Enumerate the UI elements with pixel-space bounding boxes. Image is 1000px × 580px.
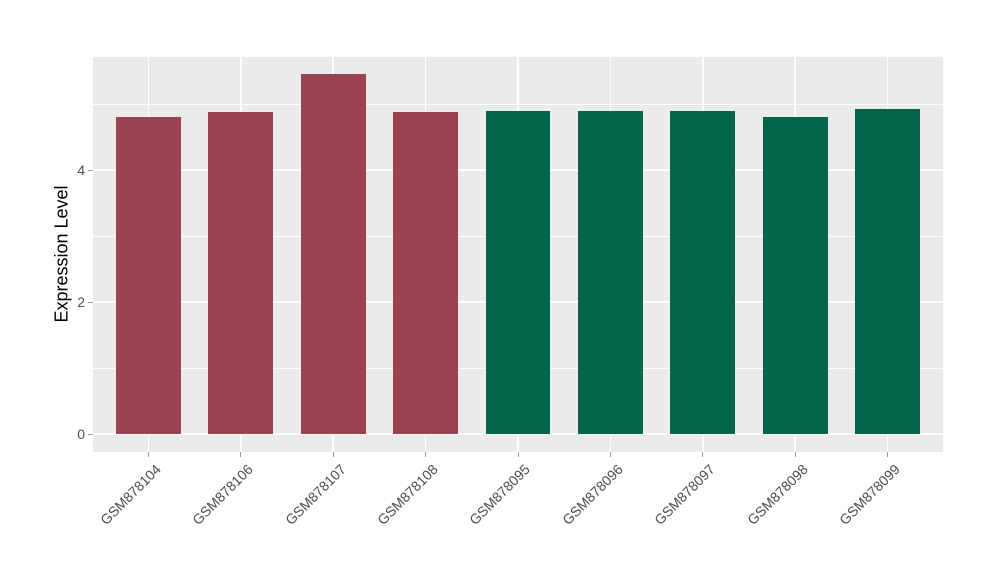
bars-layer: [93, 57, 943, 452]
bar: [393, 111, 458, 434]
y-tick-label: 0: [77, 426, 85, 442]
bar: [762, 116, 828, 434]
x-tick-mark: [887, 452, 889, 457]
x-tick-label: GSM878099: [835, 461, 903, 528]
y-tick-mark: [88, 433, 93, 435]
bar: [485, 111, 551, 434]
bar: [670, 111, 736, 434]
x-tick-mark: [702, 452, 704, 457]
x-tick-mark: [425, 452, 427, 457]
x-tick-mark: [794, 452, 796, 457]
x-tick-label: GSM878104: [96, 461, 164, 528]
bar: [578, 111, 643, 434]
x-tick-label: GSM878098: [743, 461, 811, 528]
x-tick-mark: [517, 452, 519, 457]
y-tick-mark: [88, 301, 93, 303]
x-tick-label: GSM878097: [651, 461, 719, 528]
x-tick-mark: [240, 452, 242, 457]
x-tick-label: GSM878096: [558, 461, 626, 528]
x-tick-label: GSM878106: [189, 461, 257, 528]
x-tick-mark: [147, 452, 149, 457]
plot-panel: [93, 57, 943, 452]
bar: [116, 116, 181, 434]
bar: [208, 111, 274, 434]
x-tick-mark: [332, 452, 334, 457]
bar: [300, 74, 366, 434]
bar: [855, 109, 920, 434]
x-tick-label: GSM878107: [281, 461, 349, 528]
y-tick-label: 2: [77, 294, 85, 310]
x-tick-label: GSM878108: [374, 461, 441, 528]
y-tick-label: 4: [77, 162, 85, 178]
y-tick-mark: [88, 169, 93, 171]
x-tick-label: GSM878095: [466, 461, 534, 528]
x-tick-mark: [609, 452, 611, 457]
